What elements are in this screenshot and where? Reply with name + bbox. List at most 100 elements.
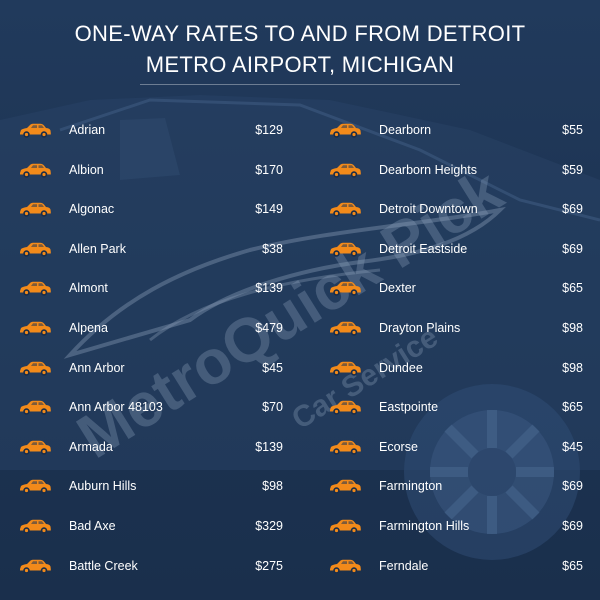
car-icon: [20, 361, 51, 376]
car-icon: [20, 123, 51, 138]
rate-price: $45: [562, 439, 583, 454]
rate-row: Alpena $479: [18, 308, 283, 348]
rate-row: Battle Creek $275: [18, 546, 283, 586]
rate-price: $69: [562, 202, 583, 217]
car-icon: [20, 202, 51, 217]
car-icon: [20, 480, 51, 495]
rate-price: $45: [262, 360, 283, 375]
rate-row: Albion $170: [18, 150, 283, 190]
car-icon: [20, 559, 51, 574]
city-name: Dundee: [379, 360, 423, 375]
car-icon: [330, 321, 361, 336]
city-name: Farmington: [379, 479, 443, 494]
rate-price: $139: [255, 281, 283, 296]
city-name: Dearborn Heights: [379, 162, 477, 177]
city-name: Dearborn: [379, 123, 432, 137]
rate-row: Dexter $65: [328, 268, 583, 308]
rate-price: $69: [562, 479, 583, 494]
rate-price: $149: [255, 202, 283, 217]
rates-list-right: Dearborn $55 Dearborn Heights $59 Detroi…: [328, 110, 583, 585]
car-icon: [330, 559, 361, 574]
rate-row: Ferndale $65: [328, 546, 583, 586]
rate-price: $69: [562, 241, 583, 256]
car-icon: [330, 480, 361, 495]
city-name: Ferndale: [379, 558, 429, 573]
rate-price: $59: [562, 162, 583, 177]
car-icon: [330, 519, 361, 534]
city-name: Eastpointe: [379, 400, 439, 415]
rate-price: $69: [562, 518, 583, 533]
rate-row: Armada $139: [18, 427, 283, 467]
city-name: Farmington Hills: [379, 518, 470, 533]
city-name: Almont: [69, 281, 108, 296]
city-name: Drayton Plains: [379, 320, 461, 335]
rate-price: $70: [262, 400, 283, 415]
rate-row: Drayton Plains $98: [328, 308, 583, 348]
rate-price: $129: [255, 123, 283, 137]
rate-row: Ecorse $45: [328, 427, 583, 467]
title-line-2: METRO AIRPORT, MICHIGAN: [145, 52, 455, 77]
rate-row: Farmington $69: [328, 466, 583, 506]
city-name: Bad Axe: [69, 518, 116, 533]
rate-row: Detroit Downtown $69: [328, 189, 583, 229]
car-icon: [20, 282, 51, 297]
city-name: Albion: [69, 162, 104, 177]
title-line-1: ONE-WAY RATES TO AND FROM DETROIT: [74, 21, 526, 46]
car-icon: [330, 202, 361, 217]
rate-price: $139: [255, 439, 283, 454]
city-name: Detroit Eastside: [379, 241, 468, 256]
city-name: Battle Creek: [69, 558, 138, 573]
rate-price: $98: [562, 320, 583, 335]
car-icon: [330, 400, 361, 415]
rate-price: $38: [262, 241, 283, 256]
city-name: Detroit Downtown: [379, 202, 478, 217]
rate-row: Farmington Hills $69: [328, 506, 583, 546]
car-icon: [20, 440, 51, 455]
car-icon: [330, 282, 361, 297]
city-name: Alpena: [69, 320, 108, 335]
rate-price: $275: [255, 558, 283, 573]
city-name: Ecorse: [379, 439, 418, 454]
rate-row: Adrian $129: [18, 110, 283, 150]
title-divider: [140, 84, 460, 85]
rate-row: Eastpointe $65: [328, 387, 583, 427]
car-icon: [330, 440, 361, 455]
city-name: Dexter: [379, 281, 416, 296]
page-title: ONE-WAY RATES TO AND FROM DETROIT METRO …: [0, 18, 600, 80]
rate-row: Almont $139: [18, 268, 283, 308]
car-icon: [330, 361, 361, 376]
rate-row: Allen Park $38: [18, 229, 283, 269]
city-name: Algonac: [69, 202, 115, 217]
rate-row: Dundee $98: [328, 348, 583, 388]
rate-row: Detroit Eastside $69: [328, 229, 583, 269]
city-name: Auburn Hills: [69, 479, 137, 494]
rate-price: $329: [255, 518, 283, 533]
car-icon: [20, 163, 51, 178]
rates-list-left: Adrian $129 Albion $170 Algonac $149: [18, 110, 283, 585]
city-name: Adrian: [69, 123, 106, 137]
rate-row: Ann Arbor 48103 $70: [18, 387, 283, 427]
rate-row: Ann Arbor $45: [18, 348, 283, 388]
car-icon: [330, 163, 361, 178]
rate-price: $98: [262, 479, 283, 494]
car-icon: [330, 242, 361, 257]
car-icon: [20, 400, 51, 415]
rate-price: $55: [562, 123, 583, 137]
car-icon: [20, 519, 51, 534]
rate-price: $170: [255, 162, 283, 177]
rate-row: Auburn Hills $98: [18, 466, 283, 506]
rate-row: Dearborn $55: [328, 110, 583, 150]
rate-price: $98: [562, 360, 583, 375]
car-icon: [20, 242, 51, 257]
city-name: Allen Park: [69, 241, 126, 256]
car-icon: [20, 321, 51, 336]
rate-row: Bad Axe $329: [18, 506, 283, 546]
city-name: Ann Arbor 48103: [69, 400, 163, 415]
rate-price: $65: [562, 558, 583, 573]
city-name: Ann Arbor: [69, 360, 125, 375]
rate-price: $65: [562, 400, 583, 415]
rate-price: $65: [562, 281, 583, 296]
rate-price: $479: [255, 320, 283, 335]
